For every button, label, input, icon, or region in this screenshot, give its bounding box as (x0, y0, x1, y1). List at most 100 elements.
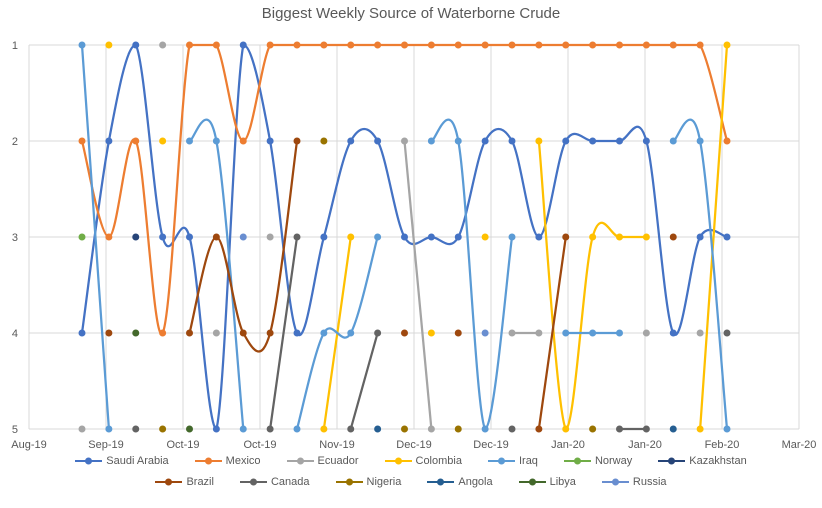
data-point-canada-week-11 (347, 425, 355, 433)
data-point-brazil-week-7 (239, 329, 247, 337)
x-axis-tick-label: Mar-20 (782, 439, 817, 451)
data-point-ecuador-week-8 (266, 233, 274, 241)
legend-row-1: Saudi Arabia Mexico Ecuador Colombia Iraq Nor… (75, 455, 747, 467)
data-point-mexico-week-11 (347, 41, 355, 49)
data-point-nigeria-week-10 (320, 137, 328, 145)
data-point-brazil-week-2 (105, 329, 113, 337)
legend-label-nigeria: Nigeria (366, 476, 402, 488)
legend: Saudi Arabia Mexico Ecuador Colombia Iraq Nor… (0, 455, 822, 488)
legend-item-norway: Norway (563, 455, 633, 467)
data-point-brazil-week-5 (186, 329, 193, 337)
y-axis-tick-label: 2 (12, 136, 18, 148)
data-point-colombia-week-16 (481, 233, 489, 241)
data-point-iraq-week-17 (508, 233, 516, 241)
data-point-colombia-week-11 (347, 233, 355, 241)
data-point-colombia-week-25 (723, 41, 731, 49)
x-axis-tick-label: Sep-19 (88, 439, 123, 451)
data-point-russia-week-7 (239, 233, 247, 241)
data-point-iraq-week-1 (78, 41, 86, 49)
data-point-saudi-arabia-week-19 (562, 137, 570, 145)
data-point-libya-week-5 (186, 425, 193, 433)
data-point-colombia-week-22 (642, 233, 650, 241)
data-point-mexico-week-18 (535, 41, 543, 49)
legend-item-russia: Russia (601, 476, 667, 488)
data-point-brazil-week-19 (562, 233, 570, 241)
data-point-mexico-week-17 (508, 41, 516, 49)
legend-label-mexico: Mexico (225, 455, 261, 467)
data-point-iraq-week-12 (374, 233, 382, 241)
data-point-mexico-week-5 (186, 41, 193, 49)
data-point-iraq-week-6 (212, 137, 220, 145)
data-point-mexico-week-13 (401, 41, 408, 49)
x-axis-tick-label: Dec-19 (396, 439, 431, 451)
legend-label-brazil: Brazil (186, 476, 214, 488)
legend-label-norway: Norway (594, 455, 633, 467)
legend-item-angola: Angola (427, 476, 493, 488)
series-line-iraq (295, 235, 379, 431)
series-line-brazil (537, 235, 567, 431)
legend-item-kazakhstan: Kazakhstan (658, 455, 747, 467)
data-point-saudi-arabia-week-9 (293, 329, 301, 337)
data-point-colombia-week-18 (535, 137, 543, 145)
legend-label-kazakhstan: Kazakhstan (689, 455, 747, 467)
legend-label-canada: Canada (270, 476, 310, 488)
data-point-saudi-arabia-week-2 (105, 137, 113, 145)
data-point-iraq-week-14 (427, 137, 435, 145)
legend-item-ecuador: Ecuador (286, 455, 359, 467)
series-line-iraq (672, 118, 729, 431)
data-point-saudi-arabia-week-3 (132, 41, 140, 49)
data-point-brazil-week-15 (454, 329, 462, 337)
legend-marker-iraq-icon (487, 457, 515, 465)
data-point-mexico-week-19 (562, 41, 570, 49)
data-point-mexico-week-14 (427, 41, 435, 49)
data-point-mexico-week-1 (78, 137, 86, 145)
data-point-mexico-week-16 (481, 41, 489, 49)
y-axis-tick-label: 5 (12, 424, 18, 436)
legend-marker-mexico-icon (194, 457, 222, 465)
data-point-ecuador-week-14 (427, 425, 435, 433)
data-point-saudi-arabia-week-5 (186, 233, 193, 241)
legend-item-canada: Canada (239, 476, 310, 488)
data-point-brazil-week-18 (535, 425, 543, 433)
data-point-brazil-week-6 (212, 233, 220, 241)
data-point-saudi-arabia-week-12 (374, 137, 382, 145)
data-point-libya-week-3 (132, 329, 140, 337)
data-point-mexico-week-24 (696, 41, 704, 49)
data-point-saudi-arabia-week-15 (454, 233, 462, 241)
data-point-saudi-arabia-week-23 (669, 329, 677, 337)
plot-area: Aug-19 Sep-19 Oct-19 Oct-19 Nov-19 Dec-19 Dec-… (11, 40, 817, 451)
data-point-ecuador-week-4 (159, 41, 167, 49)
data-point-mexico-week-22 (642, 41, 650, 49)
data-point-saudi-arabia-week-25 (723, 233, 731, 241)
data-point-mexico-week-12 (374, 41, 382, 49)
data-point-iraq-week-24 (696, 137, 704, 145)
series-line-mexico (80, 43, 729, 335)
legend-label-russia: Russia (632, 476, 667, 488)
data-point-iraq-week-2 (105, 425, 113, 433)
data-point-canada-week-21 (616, 425, 623, 433)
data-point-canada-week-25 (723, 329, 731, 337)
data-point-mexico-week-8 (266, 41, 274, 49)
legend-marker-norway-icon (563, 457, 591, 465)
data-point-russia-week-16 (481, 329, 489, 337)
data-point-saudi-arabia-week-6 (212, 425, 220, 433)
data-point-ecuador-week-6 (212, 329, 220, 337)
data-point-saudi-arabia-week-18 (535, 233, 543, 241)
data-point-mexico-week-25 (723, 137, 731, 145)
x-axis-tick-label: Jan-20 (628, 439, 662, 451)
data-point-saudi-arabia-week-24 (696, 233, 704, 241)
data-point-norway-week-1 (78, 233, 86, 241)
y-axis-tick-label: 1 (12, 40, 18, 52)
data-point-ecuador-week-17 (508, 329, 516, 337)
data-point-iraq-week-19 (562, 329, 570, 337)
data-point-mexico-week-6 (212, 41, 220, 49)
data-point-mexico-week-21 (616, 41, 623, 49)
legend-marker-libya-icon (518, 478, 546, 486)
data-point-iraq-week-5 (186, 137, 193, 145)
legend-item-saudi-arabia: Saudi Arabia (75, 455, 169, 467)
data-point-iraq-week-10 (320, 329, 328, 337)
series-line-iraq (430, 118, 514, 431)
data-point-mexico-week-20 (589, 41, 597, 49)
data-point-colombia-week-21 (616, 233, 623, 241)
data-point-iraq-week-16 (481, 425, 489, 433)
